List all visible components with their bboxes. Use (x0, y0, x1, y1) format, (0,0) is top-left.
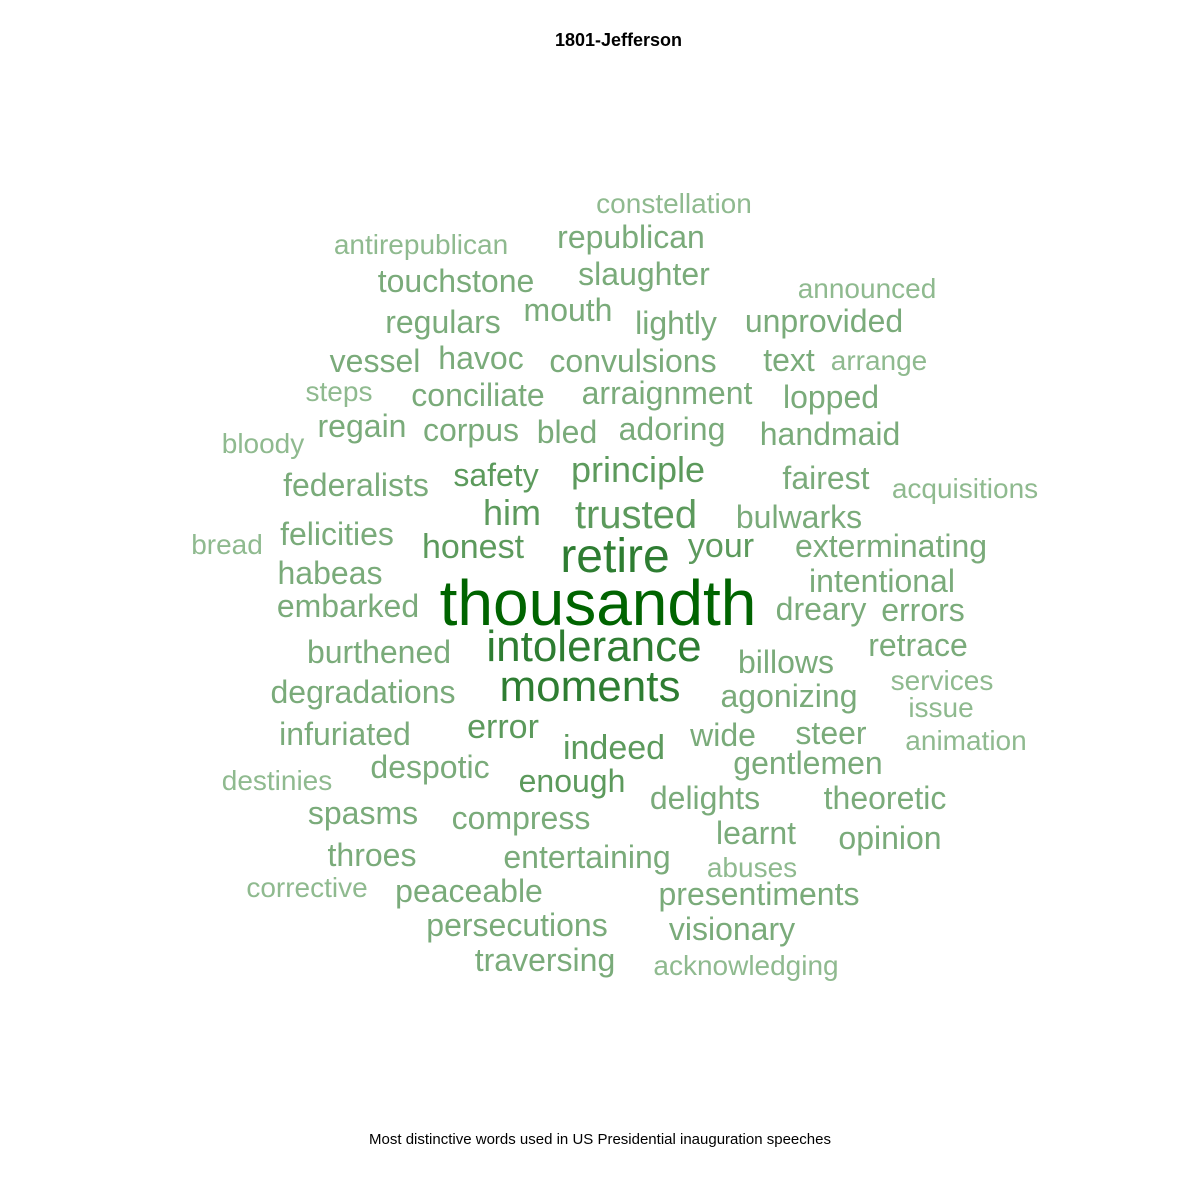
word-corpus: corpus (422, 412, 520, 448)
word-retire: retire (560, 530, 670, 583)
word-entertaining: entertaining (503, 839, 671, 875)
word-steer: steer (795, 715, 867, 751)
word-embarked: embarked (276, 588, 420, 624)
word-infuriated: infuriated (279, 716, 411, 752)
word-thousandth: thousandth (439, 567, 757, 639)
word-havoc: havoc (438, 340, 524, 376)
word-touchstone: touchstone (377, 263, 535, 299)
word-intolerance: intolerance (486, 622, 702, 671)
word-adoring: adoring (618, 411, 726, 447)
word-retrace: retrace (868, 627, 968, 663)
word-intentional: intentional (809, 563, 955, 599)
word-fairest: fairest (782, 460, 870, 496)
word-handmaid: handmaid (759, 416, 901, 452)
word-text: text (763, 342, 815, 378)
word-convulsions: convulsions (549, 343, 717, 379)
word-gentlemen: gentlemen (733, 745, 883, 781)
word-persecutions: persecutions (426, 907, 608, 943)
word-acknowledging: acknowledging (653, 950, 839, 981)
word-spasms: spasms (307, 795, 419, 831)
word-unprovided: unprovided (744, 303, 904, 339)
word-regulars: regulars (385, 304, 501, 340)
word-delights: delights (649, 780, 761, 816)
word-arraignment: arraignment (581, 375, 753, 411)
word-steps: steps (305, 376, 373, 407)
word-federalists: federalists (283, 467, 429, 503)
word-compress: compress (451, 800, 591, 836)
word-announced: announced (797, 273, 937, 304)
word-errors: errors (881, 592, 965, 628)
word-lightly: lightly (635, 305, 717, 341)
word-despotic: despotic (370, 749, 490, 785)
word-billows: billows (737, 644, 835, 680)
word-bread: bread (191, 529, 263, 560)
word-presentiments: presentiments (658, 876, 860, 912)
word-trusted: trusted (574, 493, 698, 537)
word-destinies: destinies (221, 765, 333, 796)
word-agonizing: agonizing (720, 678, 858, 714)
word-traversing: traversing (474, 942, 616, 978)
word-theoretic: theoretic (823, 780, 947, 816)
word-conciliate: conciliate (411, 377, 545, 413)
word-peaceable: peaceable (395, 873, 543, 909)
word-republican: republican (557, 219, 705, 255)
word-bled: bled (536, 414, 598, 450)
word-learnt: learnt (715, 815, 797, 851)
word-regain: regain (317, 408, 407, 444)
word-enough: enough (518, 763, 626, 799)
word-corrective: corrective (246, 872, 368, 903)
word-your: your (687, 527, 755, 565)
word-animation: animation (905, 725, 1027, 756)
word-mouth: mouth (523, 292, 613, 328)
word-bulwarks: bulwarks (735, 499, 863, 535)
word-dreary: dreary (775, 591, 867, 627)
word-principle: principle (570, 449, 706, 490)
chart-title: 1801-Jefferson (554, 30, 683, 50)
word-vessel: vessel (329, 343, 421, 379)
word-lopped: lopped (782, 379, 880, 415)
word-acquisitions: acquisitions (891, 473, 1039, 504)
word-error: error (467, 708, 539, 746)
word-moments: moments (499, 662, 681, 711)
word-throes: throes (327, 837, 417, 873)
word-him: him (482, 492, 542, 533)
word-opinion: opinion (838, 820, 942, 856)
word-degradations: degradations (270, 674, 456, 710)
word-abuses: abuses (706, 852, 798, 883)
word-habeas: habeas (277, 555, 383, 591)
word-arrange: arrange (830, 345, 928, 376)
word-antirepublican: antirepublican (333, 229, 509, 260)
word-indeed: indeed (562, 729, 666, 767)
word-services: services (890, 665, 994, 696)
chart-caption: Most distinctive words used in US Presid… (369, 1131, 831, 1148)
word-slaughter: slaughter (578, 256, 710, 292)
word-exterminating: exterminating (794, 528, 988, 564)
word-burthened: burthened (306, 634, 452, 670)
word-bloody: bloody (221, 428, 305, 459)
word-felicities: felicities (280, 516, 394, 552)
word-safety: safety (453, 457, 539, 493)
word-honest: honest (421, 528, 525, 566)
word-visionary: visionary (668, 911, 796, 947)
word-issue: issue (908, 692, 974, 723)
word-constellation: constellation (596, 188, 752, 219)
word-wide: wide (690, 717, 756, 753)
